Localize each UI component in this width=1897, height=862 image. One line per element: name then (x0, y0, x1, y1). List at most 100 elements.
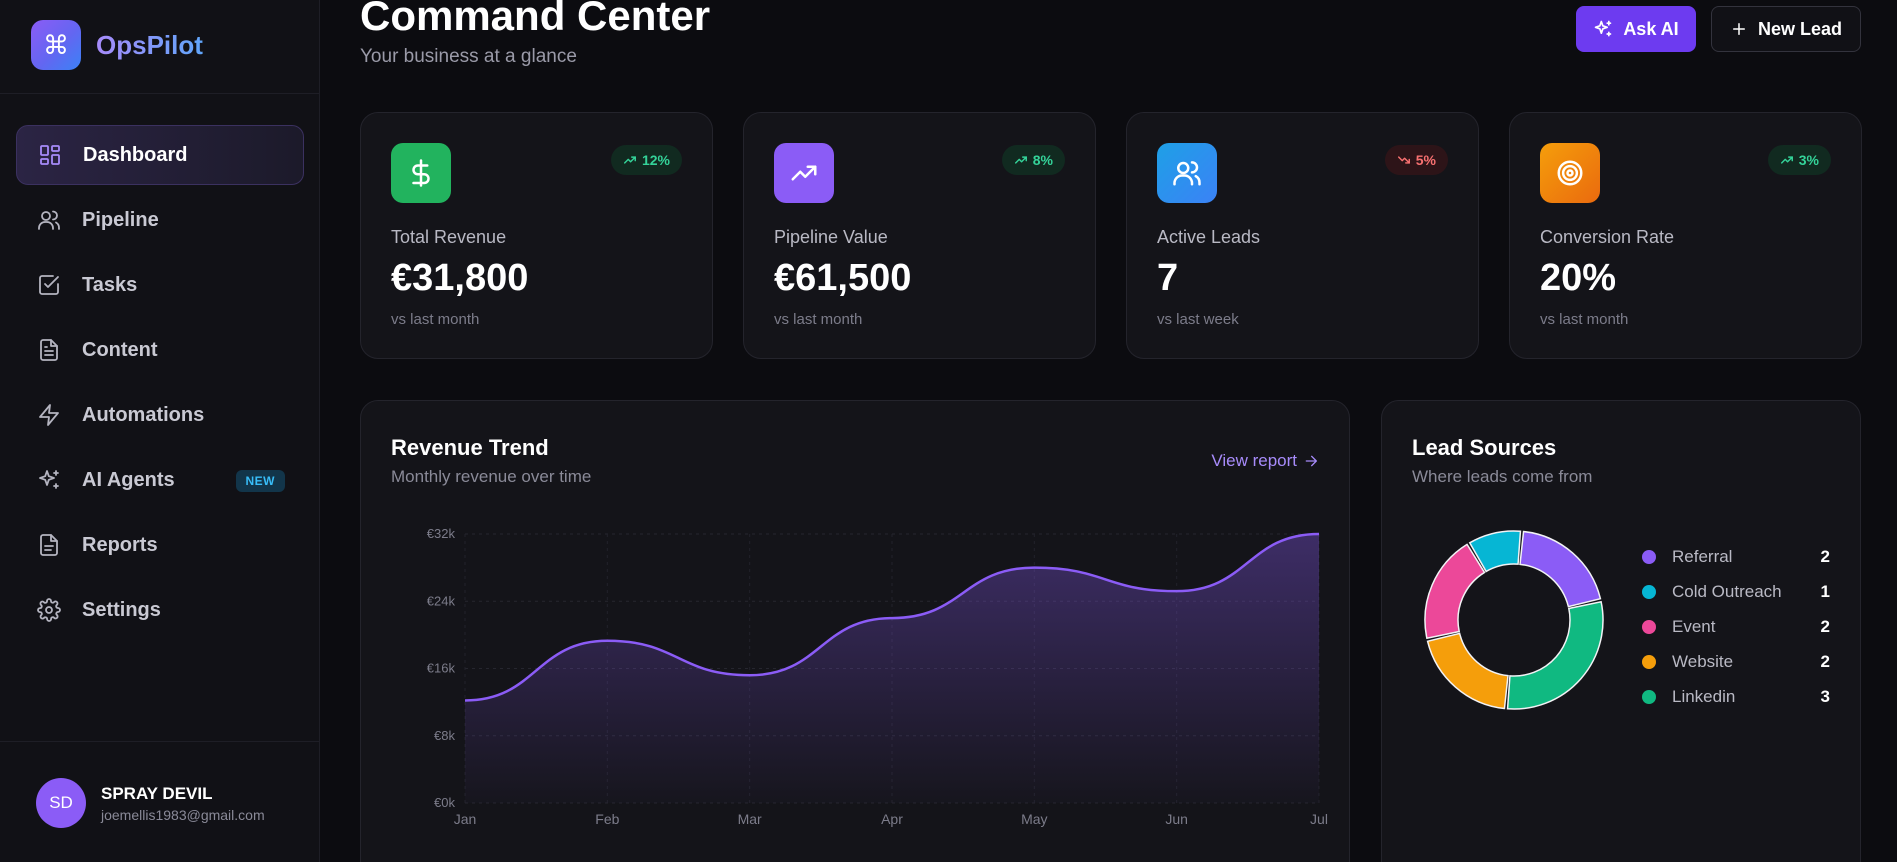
new-lead-label: New Lead (1757, 18, 1843, 39)
stat-sub: vs last month (1540, 311, 1629, 328)
stat-label: Pipeline Value (774, 227, 888, 247)
sidebar: ⌘ OpsPilot Dashboard Pipeline Tasks (0, 0, 320, 862)
revenue-series-line (464, 532, 1320, 702)
sidebar-item-reports[interactable]: Reports (16, 515, 304, 575)
page-title: Command Center (360, 0, 711, 39)
user-name: SPRAY DEVIL (101, 783, 213, 803)
stat-card-pipeline-value: 8% Pipeline Value €61,500 vs last month (743, 112, 1096, 359)
legend-label: Referral (1672, 546, 1733, 566)
trending-down-icon (1397, 153, 1411, 167)
lead-sources-panel: Lead Sources Where leads come from Refer… (1381, 400, 1861, 862)
legend-swatch (1642, 619, 1656, 634)
sidebar-item-label: Dashboard (83, 143, 188, 166)
dashboard-icon (37, 142, 63, 168)
users-icon (36, 207, 62, 233)
legend-value: 3 (1820, 686, 1830, 706)
y-tick-label: €24k (427, 593, 456, 608)
legend-value: 2 (1820, 616, 1830, 636)
sidebar-item-label: Automations (82, 403, 205, 426)
sparkles-icon (36, 467, 62, 493)
sidebar-item-label: Content (82, 338, 158, 361)
ask-ai-button[interactable]: Ask AI (1576, 6, 1696, 52)
stat-value: 20% (1540, 257, 1617, 299)
report-icon (36, 532, 62, 558)
donut-slice-event (1424, 543, 1486, 640)
panel-subtitle: Where leads come from (1412, 467, 1593, 486)
stat-label: Conversion Rate (1540, 227, 1675, 247)
gear-icon (36, 597, 62, 623)
new-badge: NEW (235, 470, 285, 492)
sidebar-item-label: Pipeline (82, 208, 159, 231)
x-tick-label: Jun (1165, 811, 1188, 827)
sidebar-item-dashboard[interactable]: Dashboard (16, 125, 304, 185)
stat-sub: vs last week (1157, 311, 1239, 328)
ask-ai-label: Ask AI (1623, 18, 1679, 39)
x-tick-label: Jan (454, 811, 477, 827)
page-subtitle: Your business at a glance (360, 46, 577, 67)
legend-swatch (1642, 584, 1656, 599)
legend-item: Event 2 (1642, 609, 1830, 644)
chart-legend: Referral 2 Cold Outreach 1 Event 2 Websi… (1642, 539, 1830, 714)
legend-value: 1 (1820, 581, 1830, 601)
stat-sub: vs last month (774, 311, 863, 328)
sidebar-item-settings[interactable]: Settings (16, 580, 304, 640)
stat-sub: vs last month (391, 311, 480, 328)
document-icon (36, 337, 62, 363)
trending-up-icon (623, 153, 637, 167)
stat-value: €61,500 (774, 257, 912, 299)
y-tick-label: €8k (434, 728, 455, 743)
donut-slice-website (1426, 632, 1509, 710)
stat-card-active-leads: 5% Active Leads 7 vs last week (1126, 112, 1479, 359)
donut-slice-cold-outreach (1468, 530, 1522, 573)
user-profile[interactable]: SD SPRAY DEVIL joemellis1983@gmail.com (36, 778, 265, 828)
stat-card-total-revenue: 12% Total Revenue €31,800 vs last month (360, 112, 713, 359)
command-logo-icon: ⌘ (31, 20, 81, 70)
sidebar-item-content[interactable]: Content (16, 320, 304, 380)
plus-icon (1730, 20, 1748, 38)
change-value: 3% (1798, 152, 1819, 168)
y-tick-label: €16k (427, 661, 456, 676)
panel-title: Revenue Trend (391, 435, 549, 460)
legend-label: Linkedin (1672, 686, 1736, 706)
divider (0, 741, 320, 742)
legend-label: Cold Outreach (1672, 581, 1782, 601)
x-tick-label: Feb (595, 811, 619, 827)
stat-value: €31,800 (391, 257, 529, 299)
stat-label: Active Leads (1157, 227, 1261, 247)
dollar-icon (391, 143, 451, 203)
revenue-area-chart: €0k €8k €16k €24k €32k Jan Feb Mar Apr May Jun Jul (427, 526, 1328, 827)
view-report-link[interactable]: View report (1211, 451, 1319, 471)
trending-up-icon (774, 143, 834, 203)
revenue-trend-panel: Revenue Trend Monthly revenue over time … (360, 400, 1350, 862)
view-report-label: View report (1211, 451, 1297, 470)
panel-title: Lead Sources (1412, 435, 1557, 460)
donut-slice-linkedin (1506, 600, 1604, 710)
y-tick-label: €0k (434, 795, 455, 810)
legend-label: Website (1672, 651, 1734, 671)
checkbox-icon (36, 272, 62, 298)
stat-value: 7 (1157, 257, 1179, 299)
target-icon (1540, 143, 1600, 203)
sidebar-item-automations[interactable]: Automations (16, 385, 304, 445)
legend-value: 2 (1820, 546, 1830, 566)
x-tick-label: Apr (881, 811, 903, 827)
sidebar-item-pipeline[interactable]: Pipeline (16, 190, 304, 250)
sidebar-item-ai-agents[interactable]: AI Agents NEW (16, 450, 304, 510)
change-badge: 5% (1384, 145, 1448, 175)
brand[interactable]: ⌘ OpsPilot (31, 20, 203, 70)
sidebar-item-tasks[interactable]: Tasks (16, 255, 304, 315)
arrow-right-icon (1303, 453, 1319, 469)
stat-label: Total Revenue (391, 227, 507, 247)
change-badge: 3% (1767, 145, 1831, 175)
x-tick-label: May (1021, 811, 1047, 827)
legend-item: Website 2 (1642, 644, 1830, 679)
y-tick-label: €32k (427, 526, 456, 541)
sparkles-icon (1593, 19, 1613, 39)
new-lead-button[interactable]: New Lead (1711, 6, 1861, 52)
sidebar-item-label: AI Agents (82, 468, 175, 491)
avatar: SD (36, 778, 86, 828)
lead-sources-donut-chart (1424, 530, 1604, 710)
legend-item: Linkedin 3 (1642, 679, 1830, 714)
sidebar-item-label: Settings (82, 598, 161, 621)
legend-item: Referral 2 (1642, 539, 1830, 574)
